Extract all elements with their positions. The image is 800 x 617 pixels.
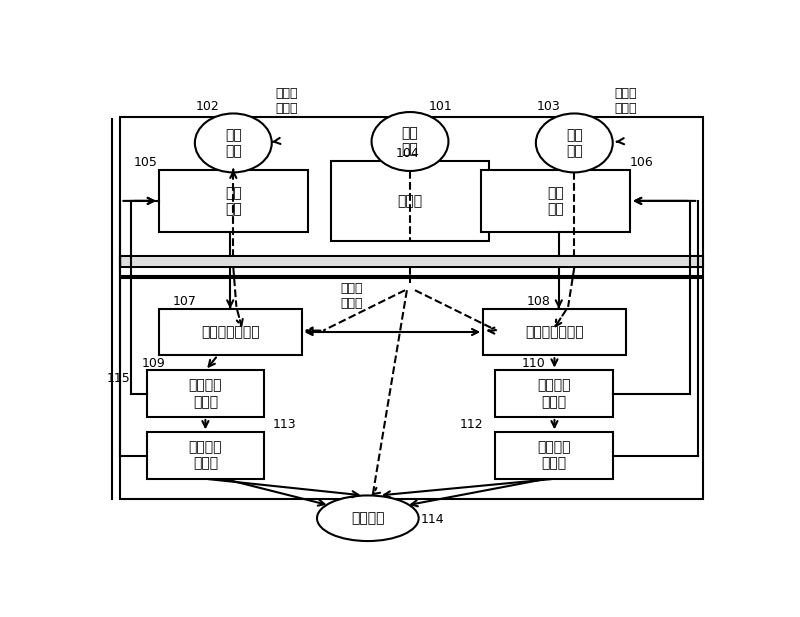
- Text: 左侧云台
驱动器: 左侧云台 驱动器: [189, 379, 222, 409]
- Text: 右侧云台
驱动器: 右侧云台 驱动器: [537, 379, 570, 409]
- Text: 右侧
云台: 右侧 云台: [547, 186, 564, 216]
- Text: 左侧镜头
驱动器: 左侧镜头 驱动器: [189, 441, 222, 471]
- Bar: [482, 170, 630, 232]
- Text: 右侧
镜头: 右侧 镜头: [566, 128, 582, 158]
- Text: 左侧镜
头视频: 左侧镜 头视频: [275, 88, 298, 115]
- Text: 中央镜
头视频: 中央镜 头视频: [341, 282, 363, 310]
- Text: 101: 101: [429, 100, 452, 113]
- Text: 104: 104: [396, 147, 419, 160]
- Bar: [122, 257, 702, 266]
- Text: 左侧图像比较器: 左侧图像比较器: [201, 325, 259, 339]
- Bar: [495, 433, 613, 479]
- Text: 113: 113: [272, 418, 296, 431]
- Text: 103: 103: [537, 100, 561, 113]
- Text: 105: 105: [134, 156, 158, 169]
- Bar: [121, 117, 703, 276]
- Text: 112: 112: [459, 418, 483, 431]
- Circle shape: [371, 112, 449, 171]
- Bar: [483, 308, 626, 355]
- Text: 右侧镜
头视频: 右侧镜 头视频: [614, 88, 637, 115]
- Text: 右侧镜头
驱动器: 右侧镜头 驱动器: [537, 441, 570, 471]
- Bar: [331, 160, 489, 241]
- Bar: [159, 170, 308, 232]
- Bar: [121, 278, 703, 499]
- Text: 109: 109: [142, 357, 166, 370]
- Circle shape: [195, 114, 272, 172]
- Text: 左侧
云台: 左侧 云台: [225, 186, 242, 216]
- Text: 114: 114: [421, 513, 445, 526]
- Text: 108: 108: [526, 295, 550, 308]
- Text: 102: 102: [196, 100, 220, 113]
- Text: 左侧
镜头: 左侧 镜头: [225, 128, 242, 158]
- Text: 固定座: 固定座: [398, 194, 422, 208]
- Text: 107: 107: [173, 295, 197, 308]
- Ellipse shape: [317, 495, 418, 541]
- Bar: [159, 308, 302, 355]
- Text: 右侧图像比较器: 右侧图像比较器: [525, 325, 584, 339]
- Text: 会聚目标: 会聚目标: [351, 511, 385, 525]
- Text: 110: 110: [522, 357, 546, 370]
- Text: 106: 106: [630, 156, 654, 169]
- Bar: [146, 433, 264, 479]
- Circle shape: [536, 114, 613, 172]
- Text: 中央
镜头: 中央 镜头: [402, 126, 418, 157]
- Bar: [121, 255, 703, 267]
- Text: 115: 115: [106, 371, 130, 384]
- Bar: [146, 370, 264, 417]
- Bar: [495, 370, 613, 417]
